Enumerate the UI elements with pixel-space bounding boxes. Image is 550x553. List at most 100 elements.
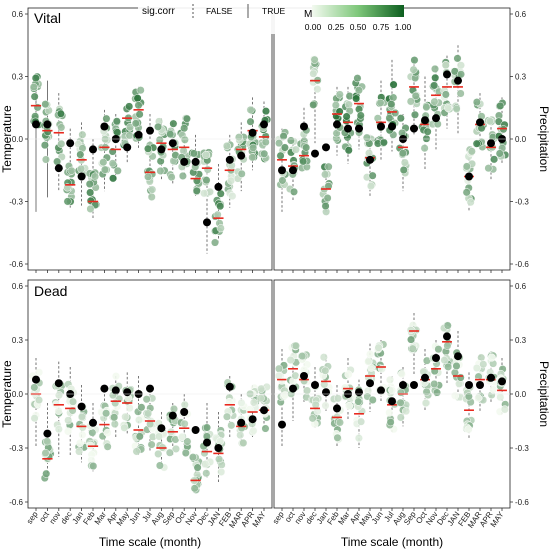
data-point	[444, 362, 453, 371]
data-point	[406, 325, 415, 335]
data-point	[489, 385, 498, 394]
data-point	[121, 412, 130, 421]
data-point	[472, 98, 481, 107]
observed-point	[344, 124, 352, 133]
data-point	[396, 114, 405, 123]
data-point	[203, 165, 212, 174]
data-point	[356, 111, 365, 120]
data-point	[110, 413, 119, 422]
data-point	[391, 108, 400, 117]
observed-point	[111, 386, 120, 395]
data-point	[183, 437, 192, 446]
data-point	[210, 238, 220, 247]
data-point	[239, 438, 248, 447]
observed-point	[377, 386, 385, 395]
y-axis-title-right-vital: Precipitation	[537, 106, 550, 172]
observed-point	[32, 120, 40, 129]
observed-point	[77, 172, 86, 181]
data-point	[441, 90, 450, 99]
data-point	[376, 98, 385, 107]
row-title-vital: Vital	[34, 10, 61, 26]
data-point	[495, 149, 504, 158]
legend-m-title: M	[304, 9, 312, 20]
data-point	[200, 449, 209, 458]
data-point	[368, 171, 377, 180]
data-point	[110, 419, 119, 429]
data-point	[75, 447, 84, 456]
data-point	[385, 408, 394, 417]
data-point	[222, 141, 231, 151]
data-point	[472, 363, 481, 373]
data-point	[111, 372, 121, 381]
data-point	[201, 459, 210, 469]
observed-point	[333, 120, 341, 129]
data-point	[135, 110, 144, 119]
data-point	[389, 80, 398, 89]
data-point	[57, 123, 66, 132]
data-point	[31, 74, 40, 83]
y-tick-label: -0.3	[9, 198, 23, 207]
y-tick-label: -0.6	[515, 498, 529, 507]
data-point	[137, 403, 146, 412]
data-point	[335, 418, 344, 427]
data-point	[249, 426, 258, 435]
data-point	[344, 146, 353, 155]
data-point	[323, 193, 332, 203]
data-point	[278, 176, 287, 185]
data-point	[246, 105, 255, 114]
data-point	[321, 401, 330, 410]
data-point	[76, 150, 85, 159]
data-point	[397, 370, 406, 379]
observed-point	[322, 143, 330, 152]
data-point	[103, 442, 112, 451]
data-point	[387, 100, 396, 109]
data-point	[257, 384, 266, 393]
observed-point	[311, 381, 319, 389]
data-point	[452, 361, 461, 371]
data-point	[120, 423, 129, 432]
data-point	[216, 224, 225, 233]
data-point	[89, 461, 98, 471]
observed-point	[43, 120, 52, 129]
observed-point	[289, 166, 297, 175]
observed-point	[487, 373, 495, 382]
data-point	[200, 189, 209, 198]
data-point	[441, 61, 450, 70]
data-point	[216, 202, 225, 211]
data-point	[236, 431, 245, 440]
data-point	[134, 101, 143, 110]
data-point	[479, 360, 488, 369]
data-point	[108, 159, 117, 168]
data-point	[109, 174, 118, 183]
observed-point	[278, 420, 286, 429]
data-point	[364, 149, 374, 158]
data-point	[398, 149, 407, 158]
data-point	[335, 90, 344, 99]
y-tick-label: 0.0	[515, 135, 527, 144]
data-point	[226, 176, 236, 185]
data-point	[165, 448, 174, 457]
data-point	[202, 150, 211, 160]
data-point	[125, 404, 134, 413]
observed-point	[237, 418, 246, 427]
data-point	[99, 158, 108, 167]
data-point	[57, 139, 66, 148]
observed-point	[89, 418, 97, 427]
data-point	[309, 100, 318, 109]
data-point	[308, 414, 317, 423]
observed-point	[498, 377, 506, 386]
data-point	[132, 447, 141, 456]
data-point	[222, 412, 232, 421]
data-point	[30, 383, 39, 392]
data-point	[63, 427, 73, 436]
observed-point	[300, 372, 308, 380]
legend: sig.corr FALSE TRUE M 0.00 0.25 0.50 0.7…	[138, 2, 412, 34]
chart-marks	[28, 45, 510, 494]
data-point	[276, 151, 285, 160]
data-point	[319, 353, 328, 362]
data-point	[78, 430, 87, 439]
data-point	[147, 192, 156, 201]
data-point	[102, 114, 111, 123]
legend-m-tick-4: 1.00	[395, 22, 412, 32]
data-point	[406, 97, 415, 106]
